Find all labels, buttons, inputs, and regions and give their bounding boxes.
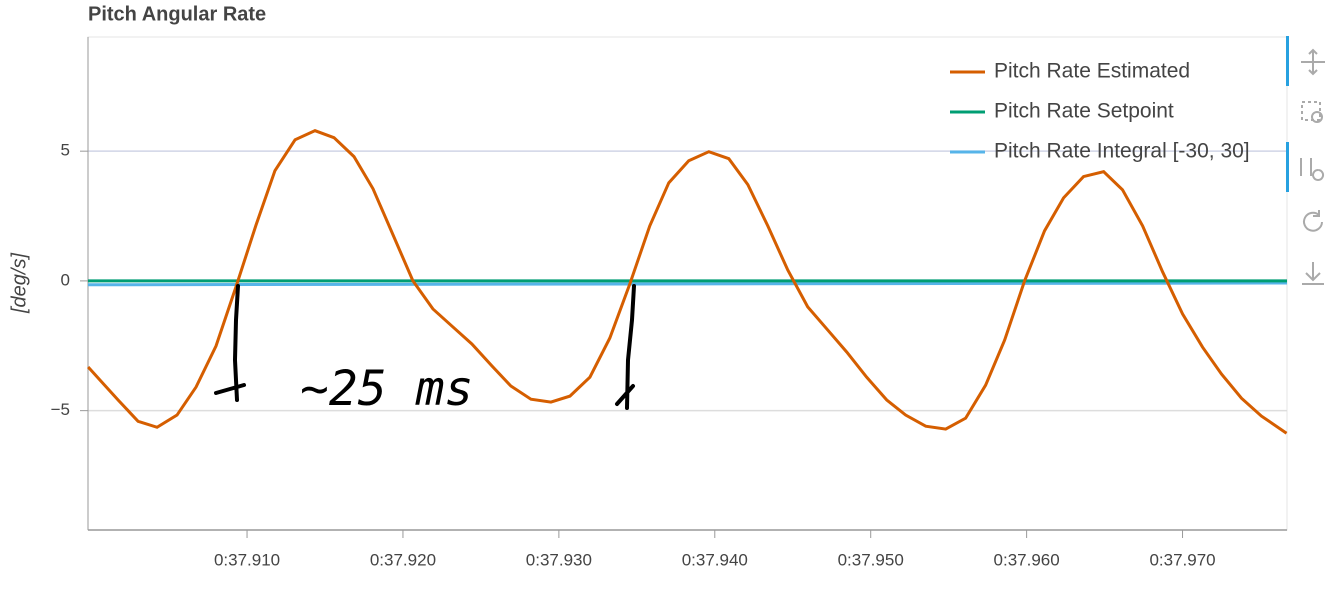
toolbar: [1286, 36, 1325, 285]
x-tick-label: 0:37.970: [1149, 550, 1215, 569]
annotation-strokes: [214, 284, 636, 410]
marker: [214, 284, 246, 402]
x-tick-label: 0:37.910: [214, 550, 280, 569]
y-tick-label: 5: [61, 141, 70, 160]
legend-label: Pitch Rate Estimated: [994, 60, 1190, 83]
legend: Pitch Rate Estimated Pitch Rate Setpoint P…: [950, 60, 1250, 163]
zoom-lens: [1311, 111, 1323, 123]
box-zoom-tool[interactable]: [1301, 101, 1321, 121]
x-tick-label: 0:37.950: [838, 550, 904, 569]
plot-area: −5 0 5 0:37.910 0:37.920 0:37.930 0:37.940 0:37…: [51, 36, 1288, 569]
x-tick-label: 0:37.930: [526, 550, 592, 569]
legend-label: Pitch Rate Setpoint: [994, 100, 1174, 123]
y-tick-label: −5: [51, 400, 70, 419]
toolbar-active: [1286, 142, 1289, 192]
pan-tool[interactable]: [1301, 48, 1325, 76]
x-tick-label: 0:37.940: [682, 550, 748, 569]
x-tick-label: 0:37.920: [370, 550, 436, 569]
y-axis-label: [deg/s]: [8, 253, 30, 314]
save-tool[interactable]: [1302, 262, 1324, 285]
annotation: ~25 ms: [300, 361, 473, 417]
x-tick-label: 0:37.960: [994, 550, 1060, 569]
reset-tool[interactable]: [1303, 210, 1323, 232]
wheel-zoom-tool[interactable]: [1300, 158, 1325, 181]
legend-label: Pitch Rate Integral [-30, 30]: [994, 140, 1250, 163]
chart-title: Pitch Angular Rate: [88, 3, 266, 25]
toolbar-active: [1286, 36, 1289, 86]
series-line: [87, 281, 1288, 287]
y-tick-label: 0: [61, 270, 70, 289]
series-line: [87, 129, 1288, 435]
marker: [615, 284, 636, 410]
